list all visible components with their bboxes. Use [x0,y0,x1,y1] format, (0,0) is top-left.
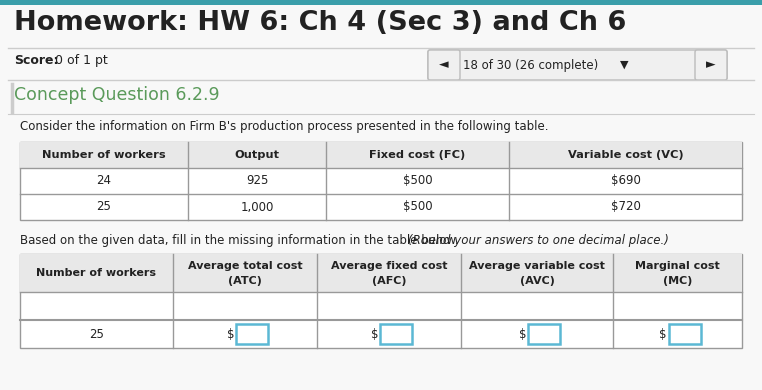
Text: ◄: ◄ [439,58,449,71]
FancyBboxPatch shape [695,50,727,80]
Bar [528,324,560,344]
Text: 1,000: 1,000 [240,200,274,213]
Text: Fixed cost (FC): Fixed cost (FC) [370,150,466,160]
Text: $: $ [371,328,379,340]
Bar [20,142,742,168]
Text: (Round your answers to one decimal place.): (Round your answers to one decimal place… [408,234,669,247]
Text: $: $ [659,328,667,340]
Text: Consider the information on Firm B's production process presented in the followi: Consider the information on Firm B's pro… [20,120,549,133]
Text: $: $ [519,328,527,340]
Text: 25: 25 [97,200,111,213]
Text: ►: ► [706,58,716,71]
Text: (ATC): (ATC) [228,276,262,286]
Text: 25: 25 [89,328,104,340]
Text: Average variable cost: Average variable cost [469,261,605,271]
Text: Output: Output [235,150,280,160]
Bar [20,142,742,220]
Text: ▼: ▼ [620,60,629,70]
Text: Score:: Score: [14,54,59,67]
Text: $500: $500 [402,174,432,188]
Text: Variable cost (VC): Variable cost (VC) [568,150,684,160]
Bar [20,254,742,348]
Text: Average fixed cost: Average fixed cost [331,261,447,271]
Text: Based on the given data, fill in the missing information in the table below.: Based on the given data, fill in the mis… [20,234,463,247]
Bar [20,254,742,292]
Text: 18 of 30 (26 complete): 18 of 30 (26 complete) [463,58,602,71]
Text: $720: $720 [610,200,640,213]
Text: (AFC): (AFC) [372,276,406,286]
Text: Average total cost: Average total cost [187,261,303,271]
Text: (AVC): (AVC) [520,276,555,286]
Bar [236,324,268,344]
Text: $690: $690 [610,174,640,188]
Text: Number of workers: Number of workers [37,268,156,278]
Text: Concept Question 6.2.9: Concept Question 6.2.9 [14,86,219,104]
Text: (MC): (MC) [663,276,692,286]
Text: $: $ [227,328,235,340]
Text: Number of workers: Number of workers [42,150,166,160]
Text: Marginal cost: Marginal cost [635,261,720,271]
Text: Homework: HW 6: Ch 4 (Sec 3) and Ch 6: Homework: HW 6: Ch 4 (Sec 3) and Ch 6 [14,10,626,36]
Text: 925: 925 [246,174,268,188]
Bar [380,324,412,344]
FancyBboxPatch shape [428,50,460,80]
FancyBboxPatch shape [428,50,727,80]
Text: 24: 24 [97,174,111,188]
Text: 0 of 1 pt: 0 of 1 pt [51,54,107,67]
Bar [668,324,700,344]
Text: $500: $500 [402,200,432,213]
Bar [0,0,762,5]
